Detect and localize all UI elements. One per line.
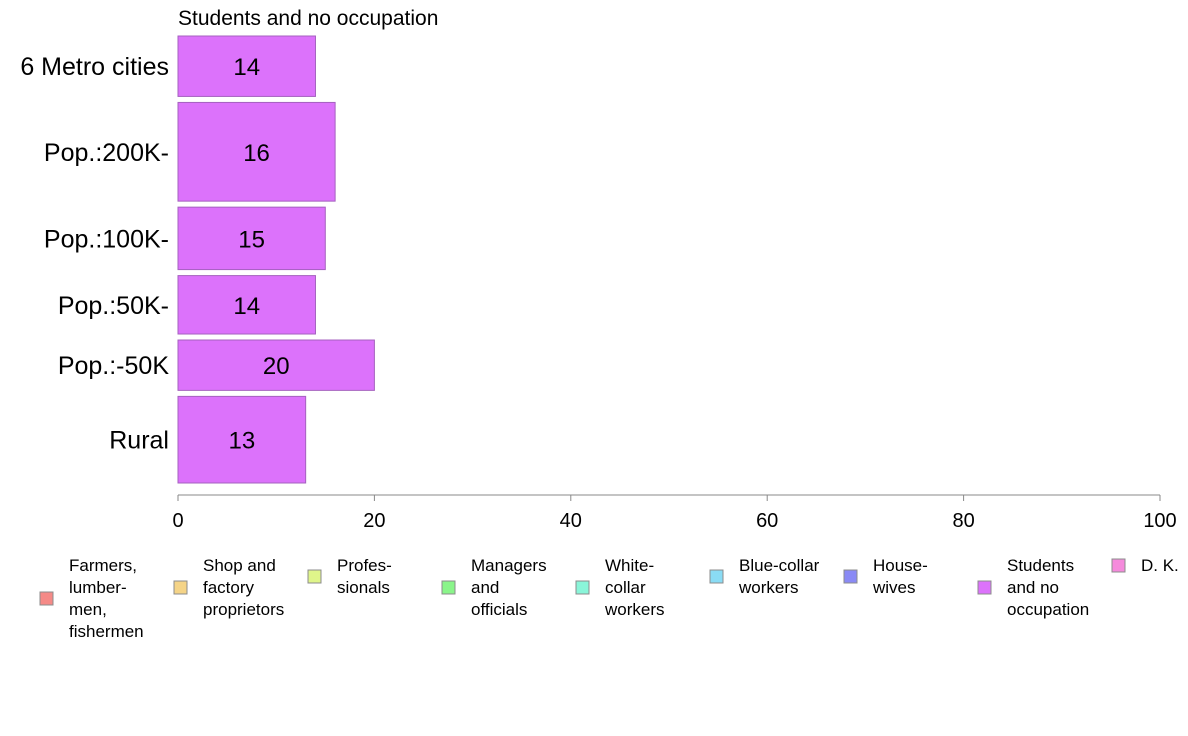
legend-label: lumber- xyxy=(69,578,127,597)
legend-swatch xyxy=(1111,558,1126,573)
legend-label: sionals xyxy=(337,578,390,597)
value-label: 15 xyxy=(238,226,265,253)
legend-label: White- xyxy=(605,556,654,575)
value-label: 14 xyxy=(233,293,260,320)
legend-item: Profes-sionals xyxy=(307,556,392,597)
bar-pop-50k xyxy=(177,275,316,335)
legend-swatch xyxy=(575,580,590,595)
x-tick-label: 60 xyxy=(756,510,778,532)
value-label: 16 xyxy=(243,140,270,167)
legend-item: Managers and officials xyxy=(441,556,547,619)
legend-label: House- xyxy=(873,556,928,575)
legend-label: factory xyxy=(203,578,255,597)
legend-label: proprietors xyxy=(203,600,284,619)
legend-label: Farmers, xyxy=(69,556,137,575)
legend-label: occupation xyxy=(1007,600,1089,619)
legend-item: Students and no occupation xyxy=(977,556,1089,619)
legend: Farmers, lumber-men, fishermen Shop and fact… xyxy=(39,556,1179,641)
legend-label: Students xyxy=(1007,556,1074,575)
value-label: 13 xyxy=(228,428,255,455)
x-tick-label: 100 xyxy=(1143,510,1176,532)
legend-swatch xyxy=(709,569,724,584)
legend-label: D. K. xyxy=(1141,556,1179,575)
legend-label: men, xyxy=(69,600,107,619)
legend-label: collar xyxy=(605,578,646,597)
bar-pop-200k xyxy=(177,101,336,202)
legend-label: Profes- xyxy=(337,556,392,575)
legend-item: Shop and factory proprietors xyxy=(173,556,284,619)
category-label: Pop.:100K- xyxy=(44,225,169,253)
category-label: Rural xyxy=(109,427,169,455)
category-label: 6 Metro cities xyxy=(20,53,169,81)
legend-label: and no xyxy=(1007,578,1059,597)
x-axis: 0 20 40 60 80 100 xyxy=(172,494,1177,532)
bar-pop-100k xyxy=(177,206,326,271)
legend-swatch xyxy=(977,580,992,595)
x-tick-label: 80 xyxy=(952,510,974,532)
legend-label: Managers xyxy=(471,556,547,575)
chart-title: Students and no occupation xyxy=(178,7,438,30)
legend-swatch xyxy=(307,569,322,584)
legend-item: D. K. xyxy=(1111,556,1179,575)
bars xyxy=(177,35,375,484)
legend-label: workers xyxy=(738,578,799,597)
value-label: 14 xyxy=(233,54,260,81)
category-labels: 6 Metro cities Pop.:200K- Pop.:100K- Pop.:5… xyxy=(20,53,169,454)
x-tick-label: 40 xyxy=(560,510,582,532)
legend-swatch xyxy=(441,580,456,595)
bar-pop-50k xyxy=(177,339,375,391)
x-tick-label: 20 xyxy=(363,510,385,532)
legend-swatch xyxy=(843,569,858,584)
legend-label: Blue-collar xyxy=(739,556,820,575)
value-labels: 14 16 15 14 20 13 xyxy=(228,54,289,454)
legend-label: Shop and xyxy=(203,556,276,575)
legend-label: officials xyxy=(471,600,527,619)
legend-label: wives xyxy=(872,578,916,597)
bar-6-metro-cities xyxy=(177,35,316,97)
legend-item: White-collar workers xyxy=(575,556,665,619)
category-label: Pop.:50K- xyxy=(58,292,169,320)
legend-item: Farmers, lumber-men, fishermen xyxy=(39,556,144,641)
legend-label: fishermen xyxy=(69,622,144,641)
legend-item: House-wives xyxy=(843,556,928,597)
legend-swatch xyxy=(39,591,54,606)
value-label: 20 xyxy=(263,353,290,380)
legend-swatch xyxy=(173,580,188,595)
legend-label: workers xyxy=(604,600,665,619)
legend-label: and xyxy=(471,578,499,597)
bar-rural xyxy=(177,395,307,484)
category-label: Pop.:-50K xyxy=(58,352,170,380)
category-label: Pop.:200K- xyxy=(44,139,169,167)
x-tick-label: 0 xyxy=(172,510,183,532)
legend-item: Blue-collar workers xyxy=(709,556,820,597)
